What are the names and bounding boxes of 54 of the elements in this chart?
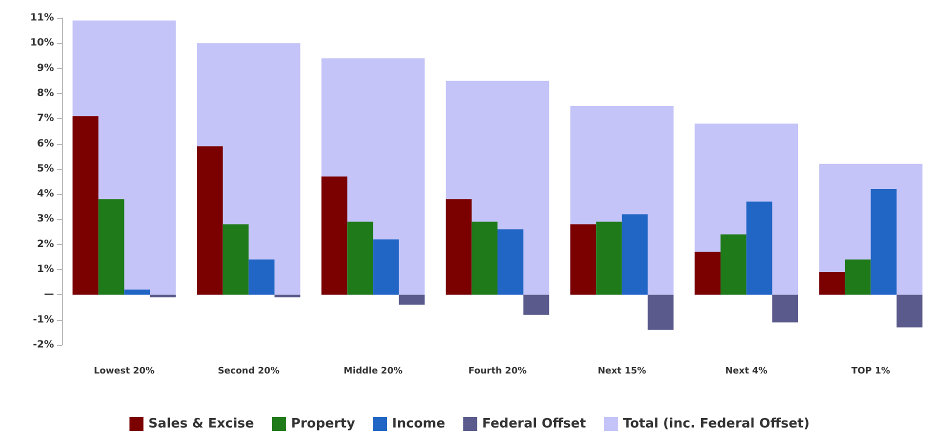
y-tick-label: 5% xyxy=(37,163,54,174)
bar xyxy=(248,259,274,295)
y-tick-label: -2% xyxy=(32,340,54,350)
x-tick-label: TOP 1% xyxy=(851,366,890,376)
legend-label: Sales & Excise xyxy=(148,416,254,432)
bar xyxy=(98,199,124,295)
bar xyxy=(870,189,897,295)
bar xyxy=(819,272,845,295)
bar xyxy=(772,294,798,322)
y-tick-label: 8% xyxy=(37,88,54,99)
x-tick-label: Fourth 20% xyxy=(468,366,527,376)
x-tick-label: Second 20% xyxy=(218,366,280,376)
bar xyxy=(596,222,622,295)
bar xyxy=(746,202,772,295)
y-tick-label: 11% xyxy=(30,12,54,24)
bar xyxy=(398,294,425,305)
bar xyxy=(570,224,596,295)
bar xyxy=(472,222,498,295)
x-tick-label: Middle 20% xyxy=(344,366,402,376)
bar xyxy=(222,224,249,295)
bar xyxy=(72,116,98,295)
bar xyxy=(321,176,348,295)
bar xyxy=(523,294,550,315)
bar xyxy=(373,239,399,295)
bar xyxy=(720,234,746,295)
y-tick-label: 10% xyxy=(30,38,54,49)
legend-label: Income xyxy=(392,416,446,432)
y-tick-label: 1% xyxy=(37,264,54,276)
bar xyxy=(622,214,648,295)
bar xyxy=(648,294,674,330)
bar xyxy=(274,294,300,298)
bar xyxy=(498,229,524,295)
bar xyxy=(197,146,223,295)
bar xyxy=(347,222,374,295)
legend-label: Total (inc. Federal Offset) xyxy=(622,416,810,432)
x-tick-label: Lowest 20% xyxy=(94,366,155,376)
y-tick-label: 4% xyxy=(37,188,54,200)
x-tick-label: Next 4% xyxy=(725,366,768,376)
y-tick-label: 9% xyxy=(37,62,54,74)
bar xyxy=(694,252,721,295)
bar xyxy=(124,290,150,295)
y-tick-label: -1% xyxy=(32,314,54,326)
bar xyxy=(844,259,871,295)
legend-label: Federal Offset xyxy=(482,416,586,432)
y-tick-label: — xyxy=(44,289,54,300)
y-tick-label: 6% xyxy=(37,138,54,150)
bar xyxy=(446,199,472,295)
bar xyxy=(896,294,922,328)
x-tick-label: Next 15% xyxy=(598,366,646,376)
y-tick-label: 2% xyxy=(37,238,54,250)
y-tick-label: 3% xyxy=(37,214,54,225)
y-tick-label: 7% xyxy=(37,113,54,124)
bar xyxy=(150,294,176,298)
legend-label: Property xyxy=(290,416,356,432)
